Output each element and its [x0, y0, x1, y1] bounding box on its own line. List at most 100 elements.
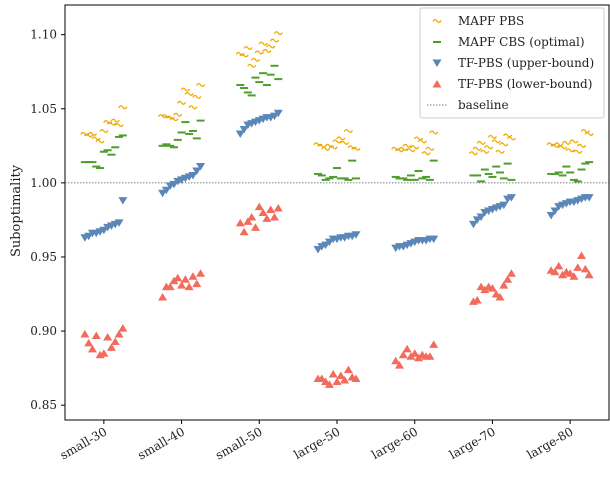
data-point — [565, 148, 575, 153]
data-point — [332, 377, 342, 385]
data-point — [118, 197, 128, 205]
data-point — [188, 171, 198, 180]
data-point — [550, 207, 560, 216]
data-point — [351, 374, 361, 382]
data-point — [177, 281, 187, 289]
data-point — [394, 148, 405, 153]
data-point — [557, 145, 568, 150]
data-point — [328, 145, 338, 150]
data-point — [169, 117, 179, 122]
data-point — [410, 145, 420, 150]
data-point — [573, 263, 583, 271]
plot-area — [64, 4, 610, 421]
data-point — [580, 128, 590, 134]
data-point — [80, 330, 90, 338]
data-point — [106, 343, 116, 351]
data-point — [495, 149, 505, 154]
data-point — [243, 217, 253, 225]
data-point — [258, 41, 268, 46]
data-point — [484, 145, 494, 150]
legend-marker — [432, 80, 442, 88]
data-point — [506, 136, 516, 141]
series-tf-pbs-upper-bound — [80, 109, 594, 254]
legend-box — [419, 7, 605, 119]
data-point — [395, 361, 405, 369]
data-point — [491, 139, 501, 144]
legend-marker — [432, 18, 442, 24]
data-point — [343, 128, 353, 134]
y-tick-label: 0.90 — [30, 324, 57, 338]
data-point — [332, 139, 342, 144]
data-point — [569, 272, 579, 280]
data-point — [103, 333, 113, 341]
data-point — [239, 227, 249, 236]
data-point — [114, 123, 124, 128]
data-point — [398, 146, 408, 151]
data-point — [188, 105, 198, 110]
data-point — [196, 83, 206, 88]
data-point — [269, 38, 280, 43]
data-point — [184, 91, 194, 96]
data-point — [196, 163, 206, 171]
legend-label: MAPF PBS — [458, 14, 524, 28]
data-point — [561, 140, 571, 145]
data-point — [324, 380, 334, 388]
data-point — [487, 134, 497, 139]
data-point — [184, 282, 194, 291]
data-point — [118, 324, 128, 332]
data-point — [266, 205, 276, 214]
data-point — [258, 208, 268, 216]
data-point — [503, 275, 513, 283]
data-point — [340, 140, 350, 145]
series-tf-pbs-lower-bound — [80, 202, 594, 388]
data-point — [429, 340, 439, 348]
data-point — [95, 139, 105, 144]
x-tick-label: large-80 — [525, 424, 576, 462]
data-point — [410, 349, 420, 357]
data-point — [239, 53, 249, 58]
data-point — [584, 194, 594, 202]
legend-label: TF-PBS (upper-bound) — [458, 56, 594, 70]
data-point — [480, 149, 490, 154]
data-point — [584, 131, 594, 136]
legend-marker — [432, 59, 442, 67]
y-tick-label: 0.85 — [30, 398, 57, 412]
data-point — [87, 131, 98, 136]
data-point — [499, 281, 509, 289]
data-point — [343, 365, 353, 374]
data-point — [336, 371, 346, 380]
data-point — [340, 375, 350, 384]
data-point — [573, 149, 583, 154]
data-point — [192, 94, 202, 99]
data-point — [158, 292, 168, 301]
data-point — [118, 105, 128, 110]
data-point — [425, 352, 435, 360]
data-point — [177, 100, 187, 105]
x-axis: small-30 small-40 small-50 large-50 large-60… — [58, 420, 576, 462]
data-point — [472, 295, 482, 304]
data-point — [425, 146, 435, 151]
data-point — [421, 151, 431, 156]
data-point — [472, 146, 482, 151]
data-point — [499, 142, 509, 147]
data-point — [106, 121, 117, 126]
legend: MAPF PBS MAPF CBS (optimal) TF-PBS (upper-… — [419, 7, 605, 119]
series-mapf-pbs — [80, 31, 594, 156]
data-point — [250, 57, 261, 62]
data-point — [402, 143, 412, 148]
data-point — [243, 45, 253, 51]
y-tick-label: 0.95 — [30, 250, 57, 264]
data-point — [569, 139, 579, 144]
data-point — [503, 133, 513, 138]
data-point — [91, 331, 101, 340]
data-point — [247, 212, 257, 221]
data-point — [110, 337, 120, 345]
data-point — [273, 109, 283, 118]
data-point — [192, 167, 202, 175]
data-point — [584, 270, 594, 279]
data-point — [468, 151, 478, 156]
data-point — [99, 128, 109, 134]
data-point — [110, 118, 120, 123]
data-point — [262, 214, 272, 222]
data-point — [254, 50, 264, 55]
